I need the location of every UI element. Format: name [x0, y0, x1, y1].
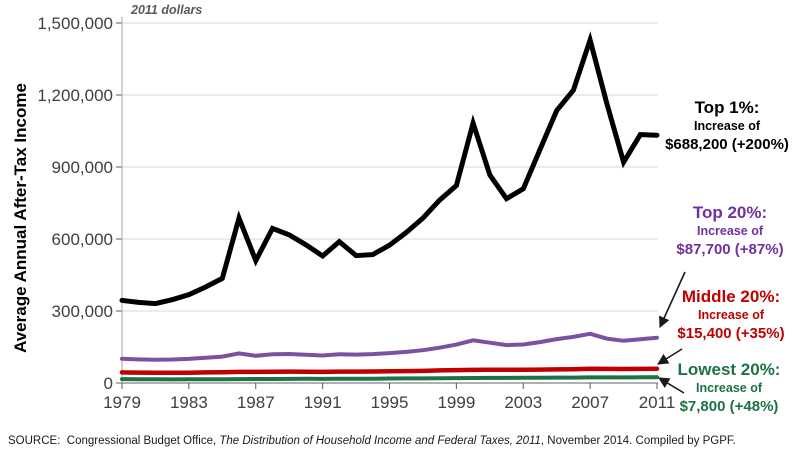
series-line-top20: [120, 331, 659, 362]
annotation-arrow: [659, 271, 686, 329]
annotation-arrow: [658, 377, 685, 394]
series-line-middle20: [119, 366, 660, 376]
source-suffix: , November 2014. Compiled by PGPF.: [540, 435, 736, 447]
source-prefix: SOURCE: Congressional Budget Office,: [8, 435, 220, 447]
series-line-lowest20: [120, 375, 659, 382]
source-citation: SOURCE: Congressional Budget Office, The…: [8, 434, 780, 450]
annotation-arrow: [657, 348, 683, 365]
series-line-top1: [119, 31, 660, 307]
y-axis-title: Average Annual After-Tax Income: [11, 83, 30, 353]
units-note: 2011 dollars: [131, 3, 203, 17]
source-report-title: The Distribution of Household Income and…: [219, 435, 541, 447]
